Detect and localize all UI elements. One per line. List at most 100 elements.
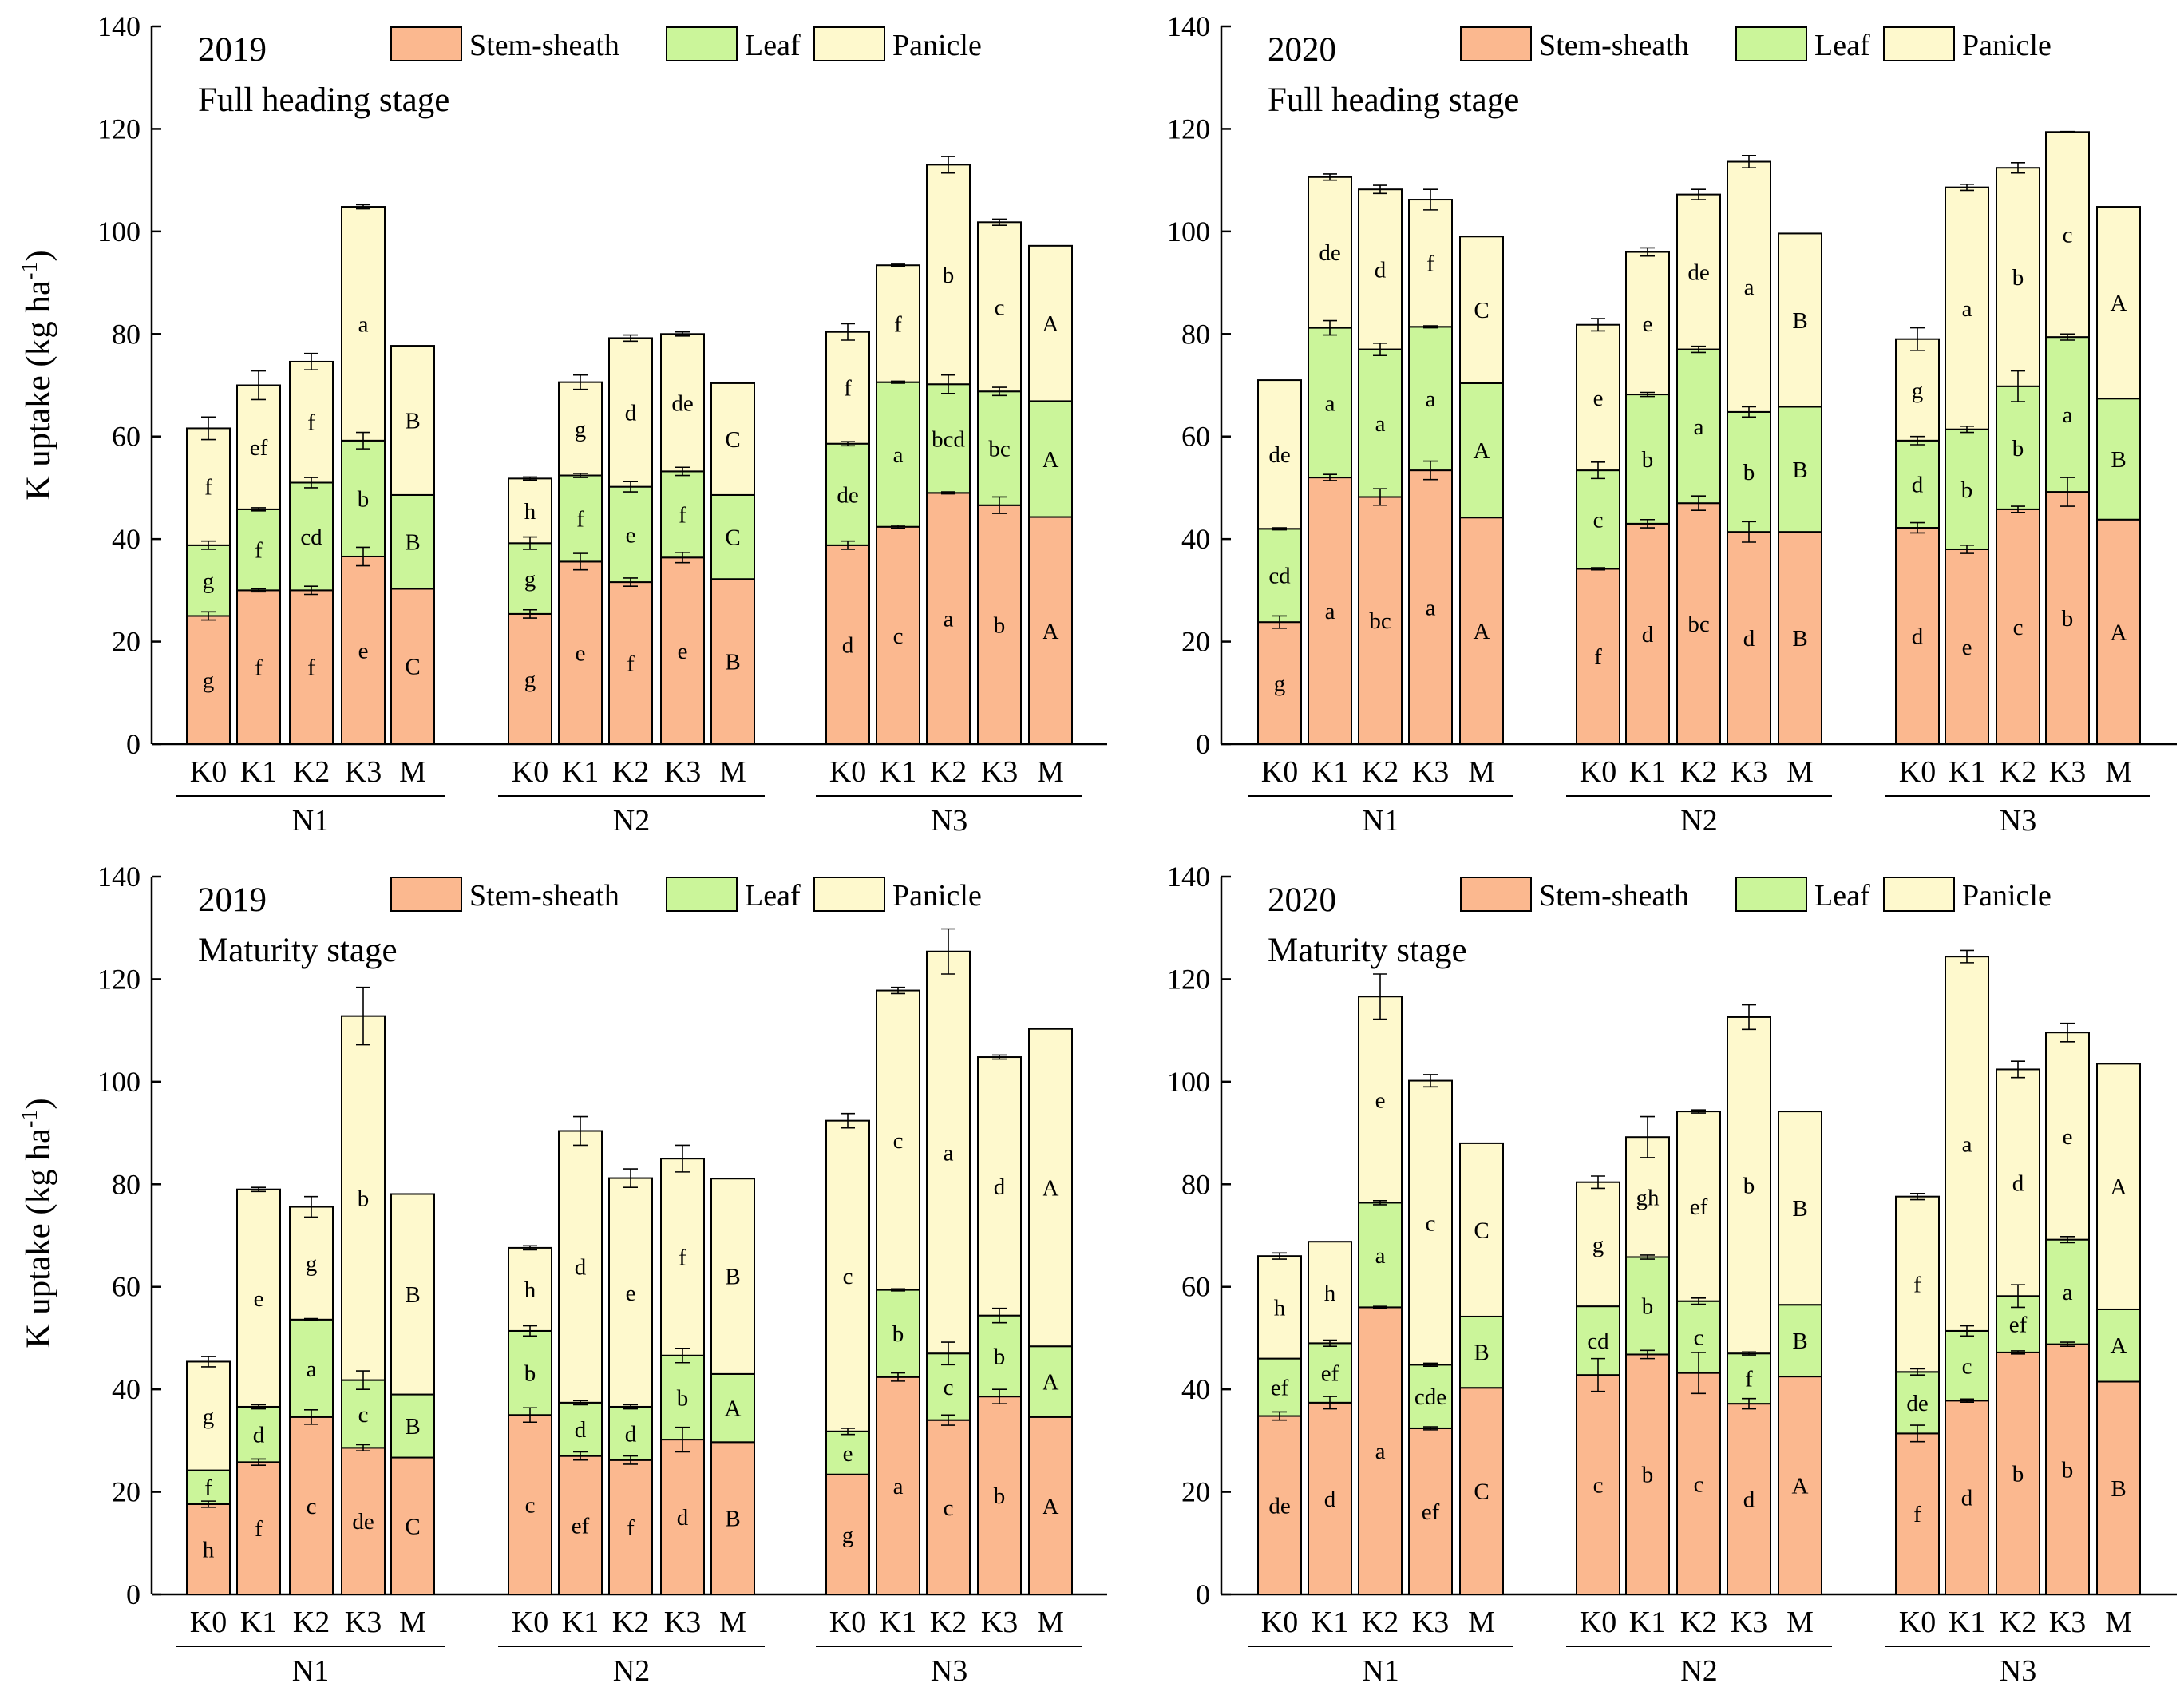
- y-tick-label: 60: [1181, 421, 1210, 453]
- bar-segment-leaf: [1778, 1304, 1822, 1378]
- significance-label: b: [2062, 1457, 2074, 1483]
- bar-segment-panicle: [1358, 996, 1403, 1204]
- x-category-label: K3: [1412, 1606, 1449, 1639]
- significance-label: c: [893, 1128, 904, 1154]
- significance-label: g: [575, 417, 587, 442]
- bar-segment-stem-sheath: [1408, 1427, 1453, 1595]
- bar-N3-K1: a b c: [876, 986, 920, 1596]
- significance-label: g: [524, 567, 536, 592]
- y-tick-label: 20: [1181, 1476, 1210, 1508]
- significance-label: A: [1474, 438, 1490, 464]
- significance-label: A: [1043, 447, 1059, 473]
- significance-label: A: [2111, 291, 2127, 316]
- bar-N1-K1: f f ef: [236, 370, 281, 745]
- significance-label: a: [944, 1140, 954, 1166]
- x-category-label: K0: [829, 755, 866, 789]
- significance-label: a: [1375, 1439, 1386, 1464]
- significance-label: h: [1324, 1281, 1336, 1306]
- significance-label: c: [1694, 1325, 1704, 1351]
- significance-label: B: [1792, 457, 1807, 483]
- legend-leaf: Leaf: [1735, 877, 1870, 913]
- legend-leaf: Leaf: [1735, 26, 1870, 62]
- significance-label: g: [524, 667, 536, 692]
- significance-label: f: [255, 538, 263, 564]
- bar-segment-stem-sheath: [825, 1473, 870, 1595]
- x-category-label: K3: [1731, 755, 1767, 789]
- legend-swatch: [666, 26, 738, 61]
- significance-label: f: [627, 651, 635, 677]
- bar-segment-panicle: [508, 1246, 552, 1332]
- significance-label: a: [1325, 390, 1335, 416]
- y-tick-label: 120: [97, 963, 140, 995]
- bar-segment-stem-sheath: [977, 504, 1022, 745]
- bar-segment-stem-sheath: [1996, 508, 2040, 745]
- bar-segment-leaf: [390, 493, 435, 590]
- bar-N2-M: A B B: [1778, 1111, 1822, 1595]
- significance-label: b: [358, 1186, 370, 1212]
- bar-segment-stem-sheath: [236, 1461, 281, 1595]
- y-tick-label: 0: [1196, 728, 1210, 760]
- significance-label: e: [1593, 386, 1604, 411]
- significance-label: de: [1268, 442, 1290, 468]
- bar-N3-K1: d c a: [1945, 949, 1989, 1596]
- bar-segment-panicle: [1459, 1142, 1504, 1317]
- legend-leaf: Leaf: [666, 877, 801, 913]
- bar-N1-K3: a a f: [1408, 188, 1453, 745]
- x-category-label: K1: [240, 755, 277, 789]
- significance-label: b: [2012, 1461, 2024, 1487]
- significance-label: e: [576, 641, 586, 667]
- legend-label: Leaf: [745, 29, 801, 62]
- significance-label: de: [671, 390, 693, 416]
- bar-segment-stem-sheath: [1257, 621, 1302, 745]
- significance-label: a: [2063, 1280, 2073, 1305]
- significance-label: de: [1268, 1493, 1290, 1519]
- significance-label: B: [725, 1265, 740, 1290]
- bar-segment-stem-sheath: [608, 1459, 653, 1595]
- bar-segment-stem-sheath: [1459, 517, 1504, 745]
- bar-segment-leaf: [289, 481, 334, 592]
- significance-label: bcd: [932, 426, 965, 452]
- bar-segment-stem-sheath: [876, 525, 920, 746]
- significance-label: d: [1743, 1487, 1755, 1513]
- bar-segment-panicle: [341, 1015, 386, 1381]
- bar-N3-M: B A A: [2096, 1063, 2141, 1596]
- significance-label: bc: [1687, 612, 1709, 637]
- legend-stem-sheath: Stem-sheath: [1460, 877, 1689, 913]
- x-category-label: M: [399, 755, 426, 789]
- bar-N1-M: A A C: [1459, 236, 1504, 745]
- significance-label: h: [203, 1537, 215, 1562]
- panels: 020406080100120140ggfK0ffefK1fcdfK2ebaK3…: [97, 10, 2177, 1688]
- significance-label: d: [625, 401, 637, 426]
- bar-segment-panicle: [1945, 186, 1989, 430]
- bar-segment-stem-sheath: [1308, 477, 1352, 745]
- bar-segment-panicle: [825, 1119, 870, 1432]
- bar-N2-K3: d b f: [660, 1144, 705, 1596]
- significance-label: A: [1043, 1370, 1059, 1396]
- bar-segment-leaf: [1257, 528, 1302, 624]
- bar-N3-K2: b ef d: [1996, 1060, 2040, 1595]
- bar-segment-leaf: [1257, 1357, 1302, 1417]
- group-label-n3: N3: [931, 804, 967, 838]
- significance-label: b: [1961, 477, 1973, 503]
- significance-label: C: [1474, 1218, 1489, 1243]
- x-category-label: K0: [190, 1606, 227, 1639]
- bar-N1-K0: g g f: [186, 416, 231, 746]
- bar-segment-panicle: [660, 1158, 705, 1356]
- legend-swatch: [390, 877, 462, 912]
- y-axis-label-top: K uptake (kg ha-1): [18, 250, 57, 500]
- bar-segment-leaf: [825, 1430, 870, 1475]
- significance-label: B: [2111, 447, 2126, 473]
- bar-N3-K1: c a f: [876, 263, 920, 746]
- bar-segment-leaf: [710, 1372, 755, 1444]
- x-category-label: K0: [1580, 1606, 1616, 1639]
- significance-label: B: [2111, 1476, 2126, 1502]
- bar-N1-K2: c a g: [289, 1195, 334, 1596]
- y-tick-label: 0: [126, 728, 140, 760]
- chart-panel-1: 020406080100120140ggfK0ffefK1fcdfK2ebaK3…: [97, 10, 1107, 838]
- bar-segment-leaf: [558, 474, 603, 563]
- significance-label: e: [358, 638, 369, 663]
- group-label-n2: N2: [613, 1654, 650, 1688]
- significance-label: a: [1426, 596, 1436, 621]
- bar-N3-M: A B A: [2096, 206, 2141, 746]
